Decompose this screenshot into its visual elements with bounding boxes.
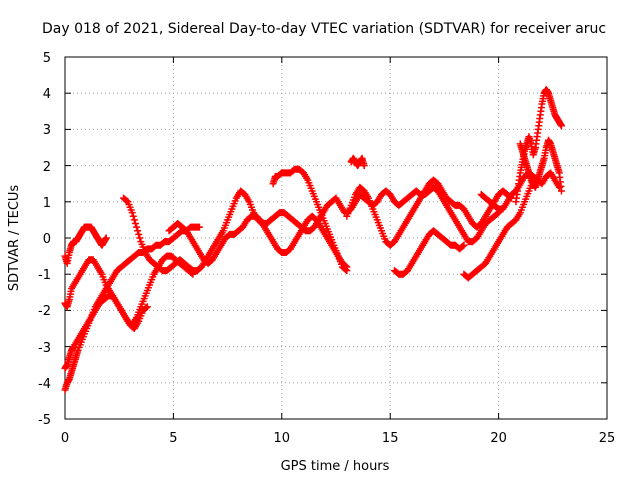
y-tick-label: 1 [43, 196, 51, 211]
data-point [195, 223, 203, 231]
x-tick-label: 0 [61, 431, 69, 446]
y-tick-label: -5 [38, 413, 51, 428]
series-arc8 [347, 154, 368, 170]
data-point [343, 267, 351, 275]
data-point [136, 234, 144, 242]
y-tick-label: 0 [43, 232, 51, 247]
chart-title: Day 018 of 2021, Sidereal Day-to-day VTE… [42, 21, 606, 37]
series-arc11 [391, 227, 468, 278]
data-point [134, 227, 142, 235]
y-tick-label: -2 [38, 304, 51, 319]
data-point [342, 266, 350, 274]
axis-ticks [64, 56, 608, 420]
series-arc4 [61, 223, 110, 267]
x-tick-label: 10 [274, 431, 291, 446]
series-arc9 [343, 176, 516, 249]
x-tick-label: 15 [382, 431, 399, 446]
y-tick-label: -1 [38, 268, 51, 283]
data-point [123, 197, 131, 205]
series-arc12 [460, 176, 537, 282]
y-tick-label: 3 [43, 123, 51, 138]
data-point [128, 209, 136, 217]
y-axis-label: SDTVAR / TECUs [7, 185, 22, 292]
data-point [131, 220, 139, 228]
data-point [142, 304, 150, 312]
data-point [129, 212, 137, 220]
data-point [360, 162, 368, 170]
series-arc10 [343, 183, 503, 246]
data-point [459, 242, 467, 250]
data-point [102, 234, 110, 242]
x-tick-label: 5 [169, 431, 177, 446]
data-point [557, 122, 565, 130]
y-tick-label: -3 [38, 341, 51, 356]
data-point [143, 303, 151, 311]
y-tick-label: -4 [38, 377, 51, 392]
y-tick-label: 4 [43, 87, 51, 102]
data-point [460, 241, 468, 249]
series-arc3 [61, 292, 151, 372]
series-arc6 [165, 212, 351, 271]
data-point [133, 223, 141, 231]
data-point [135, 230, 143, 238]
x-axis-label: GPS time / hours [281, 459, 390, 474]
data-points [61, 86, 565, 394]
x-tick-label: 20 [490, 431, 507, 446]
series-arc7 [269, 165, 351, 275]
data-point [130, 216, 138, 224]
y-tick-label: 2 [43, 160, 51, 175]
y-tick-labels: -5 -4 -3 -2 -1 0 1 2 3 4 5 [38, 51, 51, 428]
x-tick-label: 25 [599, 431, 616, 446]
x-tick-labels: 0 5 10 15 20 25 [61, 431, 615, 446]
y-tick-label: 5 [43, 51, 51, 66]
data-point [557, 187, 565, 195]
series-arc15 [516, 136, 565, 195]
